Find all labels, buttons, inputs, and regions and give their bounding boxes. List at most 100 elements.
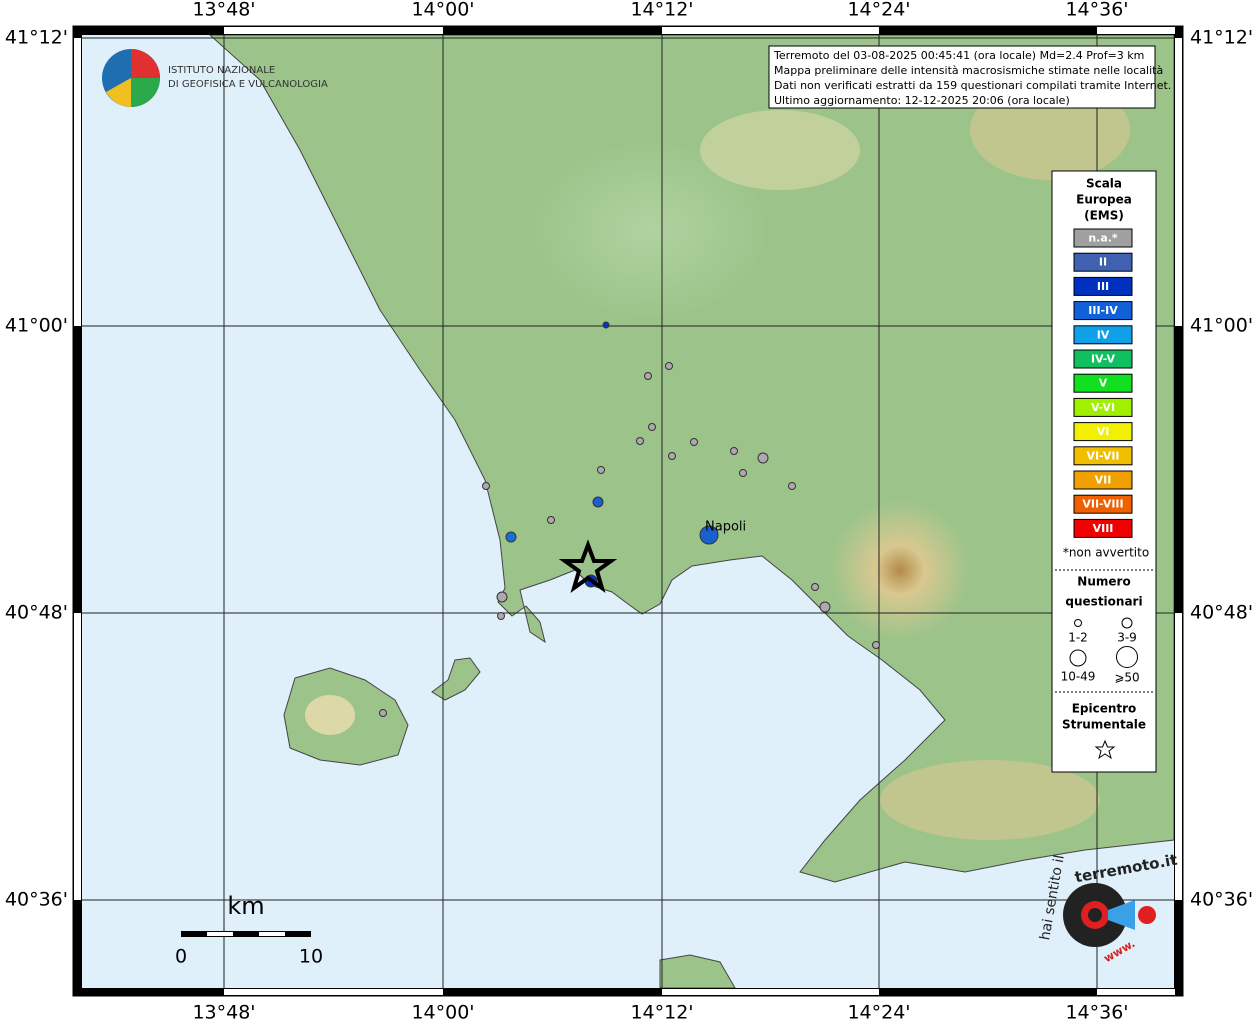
- frame: [72, 25, 1184, 997]
- capri: [659, 954, 736, 989]
- epicenter: [558, 539, 618, 593]
- procida: [431, 657, 481, 701]
- lon-labels-top: 13°48' 14°00' 14°12' 14°24' 14°36': [192, 0, 1128, 21]
- legend-level: VI: [1097, 425, 1110, 438]
- info-frame: [768, 45, 1156, 109]
- count-title: questionari: [1065, 595, 1142, 609]
- lon-label: 14°00': [411, 0, 474, 21]
- legend-swatch: [1073, 349, 1133, 369]
- logo-sector: [131, 78, 160, 107]
- frame-tick: [224, 989, 443, 995]
- point: [636, 437, 644, 445]
- lon-label: 13°48': [192, 0, 255, 21]
- institute-name: DI GEOFISICA E VULCANOLOGIA: [168, 79, 328, 90]
- legend-swatch: [1073, 422, 1133, 442]
- frame-left: [73, 26, 82, 996]
- frame-tick: [1097, 989, 1175, 995]
- city-label: Napoli: [705, 520, 746, 535]
- legend-title: (EMS): [1084, 209, 1124, 223]
- plain: [530, 140, 770, 320]
- frame-tick: [224, 27, 443, 34]
- legend-level: IV: [1097, 328, 1110, 341]
- legend-title: Scala: [1086, 177, 1122, 191]
- lon-label: 14°24': [847, 1002, 910, 1024]
- point: [819, 601, 831, 613]
- info-box: Terremoto del 03-08-2025 00:45:41 (ora l…: [768, 45, 1171, 109]
- logo-sector: [106, 78, 131, 107]
- epicenter-title: Epicentro: [1072, 702, 1137, 716]
- point: [757, 452, 769, 464]
- frame-tick: [1175, 38, 1182, 326]
- legend-swatch: [1073, 373, 1133, 393]
- legend-level: IV-V: [1091, 353, 1116, 366]
- mainland: [208, 34, 1175, 883]
- frame-top: [73, 26, 1183, 35]
- legend-level: VI-VII: [1086, 449, 1119, 462]
- count-symbol: [1116, 646, 1138, 668]
- point: [597, 466, 605, 474]
- epicenter-title: Strumentale: [1062, 718, 1146, 732]
- legend-swatch: [1073, 276, 1133, 296]
- count-symbol: [1069, 649, 1087, 667]
- lat-label: 40°36': [5, 889, 68, 911]
- legend-level: VII-VIII: [1082, 498, 1123, 511]
- count-title: Numero: [1077, 575, 1130, 589]
- point: [644, 372, 652, 380]
- lon-label: 14°12': [630, 0, 693, 21]
- frame-tick: [662, 27, 879, 34]
- lon-label: 14°36': [1065, 1002, 1128, 1024]
- point: [690, 438, 698, 446]
- point: [665, 362, 673, 370]
- lat-label: 41°12': [1190, 27, 1253, 49]
- info-line: Dati non verificati estratti da 159 ques…: [774, 79, 1171, 92]
- lat-label: 40°36': [1190, 889, 1253, 911]
- lat-label: 41°00': [1190, 315, 1253, 337]
- lat-label: 41°00': [5, 315, 68, 337]
- lon-label: 13°48': [192, 1002, 255, 1024]
- scale-start: 0: [175, 946, 187, 968]
- lon-label: 14°12': [630, 1002, 693, 1024]
- frame-tick: [74, 38, 81, 326]
- lat-labels-right: 41°12' 41°00' 40°48' 40°36': [1190, 27, 1253, 911]
- point: [788, 482, 796, 490]
- legend-level: V-VI: [1091, 401, 1115, 414]
- scale-bar-segment: [207, 932, 233, 936]
- legend-level: V: [1099, 377, 1108, 390]
- legend-level: n.a.*: [1088, 232, 1118, 245]
- legend-swatch: [1073, 252, 1133, 272]
- legend-swatch: [1073, 228, 1133, 248]
- legend: Scala Europea (EMS) n.a.*IIIIIIII-IVIVIV…: [1051, 170, 1157, 773]
- point: [699, 525, 719, 545]
- logo-sector: [131, 49, 160, 78]
- hills: [700, 110, 860, 190]
- legend-swatch: [1073, 397, 1133, 417]
- legend-level: III-IV: [1088, 304, 1118, 317]
- ingv-logo: ISTITUTO NAZIONALE DI GEOFISICA E VULCAN…: [102, 49, 328, 107]
- point: [739, 469, 747, 477]
- frame-tick: [1175, 613, 1182, 900]
- legend-swatch: [1073, 470, 1133, 490]
- point: [482, 482, 490, 490]
- hills: [880, 760, 1100, 840]
- legend-levels: n.a.*IIIIIIII-IVIVIV-VVV-VIVIVI-VIIVIIVI…: [1073, 228, 1133, 538]
- institute-name: ISTITUTO NAZIONALE: [168, 65, 275, 76]
- vesuvius: [830, 500, 970, 640]
- count-symbol: [1121, 617, 1133, 629]
- lat-label: 40°48': [5, 602, 68, 624]
- scale-unit: km: [227, 892, 264, 920]
- legend-swatch: [1073, 301, 1133, 321]
- info-line: Ultimo aggiornamento: 12-12-2025 20:06 (…: [774, 94, 1070, 107]
- logo-mark: [1138, 906, 1156, 924]
- lon-label: 14°00': [411, 1002, 474, 1024]
- point: [872, 641, 880, 649]
- scale-end: 10: [299, 946, 323, 968]
- legend-swatch: [1073, 494, 1133, 514]
- point: [592, 496, 604, 508]
- count-label: ⩾50: [1114, 671, 1139, 685]
- info-line: Mappa preliminare delle intensità macros…: [774, 64, 1163, 77]
- lon-label: 14°36': [1065, 0, 1128, 21]
- info-line: Terremoto del 03-08-2025 00:45:41 (ora l…: [773, 49, 1144, 62]
- frame-bottom: [73, 988, 1183, 996]
- legend-swatch: [1073, 325, 1133, 345]
- lat-label: 40°48': [1190, 602, 1253, 624]
